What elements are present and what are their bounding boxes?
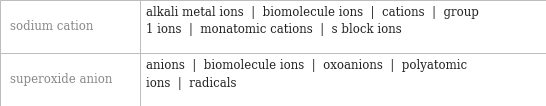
Text: alkali metal ions  |  biomolecule ions  |  cations  |  group
1 ions  |  monatomi: alkali metal ions | biomolecule ions | c… — [146, 6, 479, 36]
Text: superoxide anion: superoxide anion — [10, 73, 112, 86]
Text: anions  |  biomolecule ions  |  oxoanions  |  polyatomic
ions  |  radicals: anions | biomolecule ions | oxoanions | … — [146, 59, 467, 89]
Text: sodium cation: sodium cation — [10, 20, 93, 33]
